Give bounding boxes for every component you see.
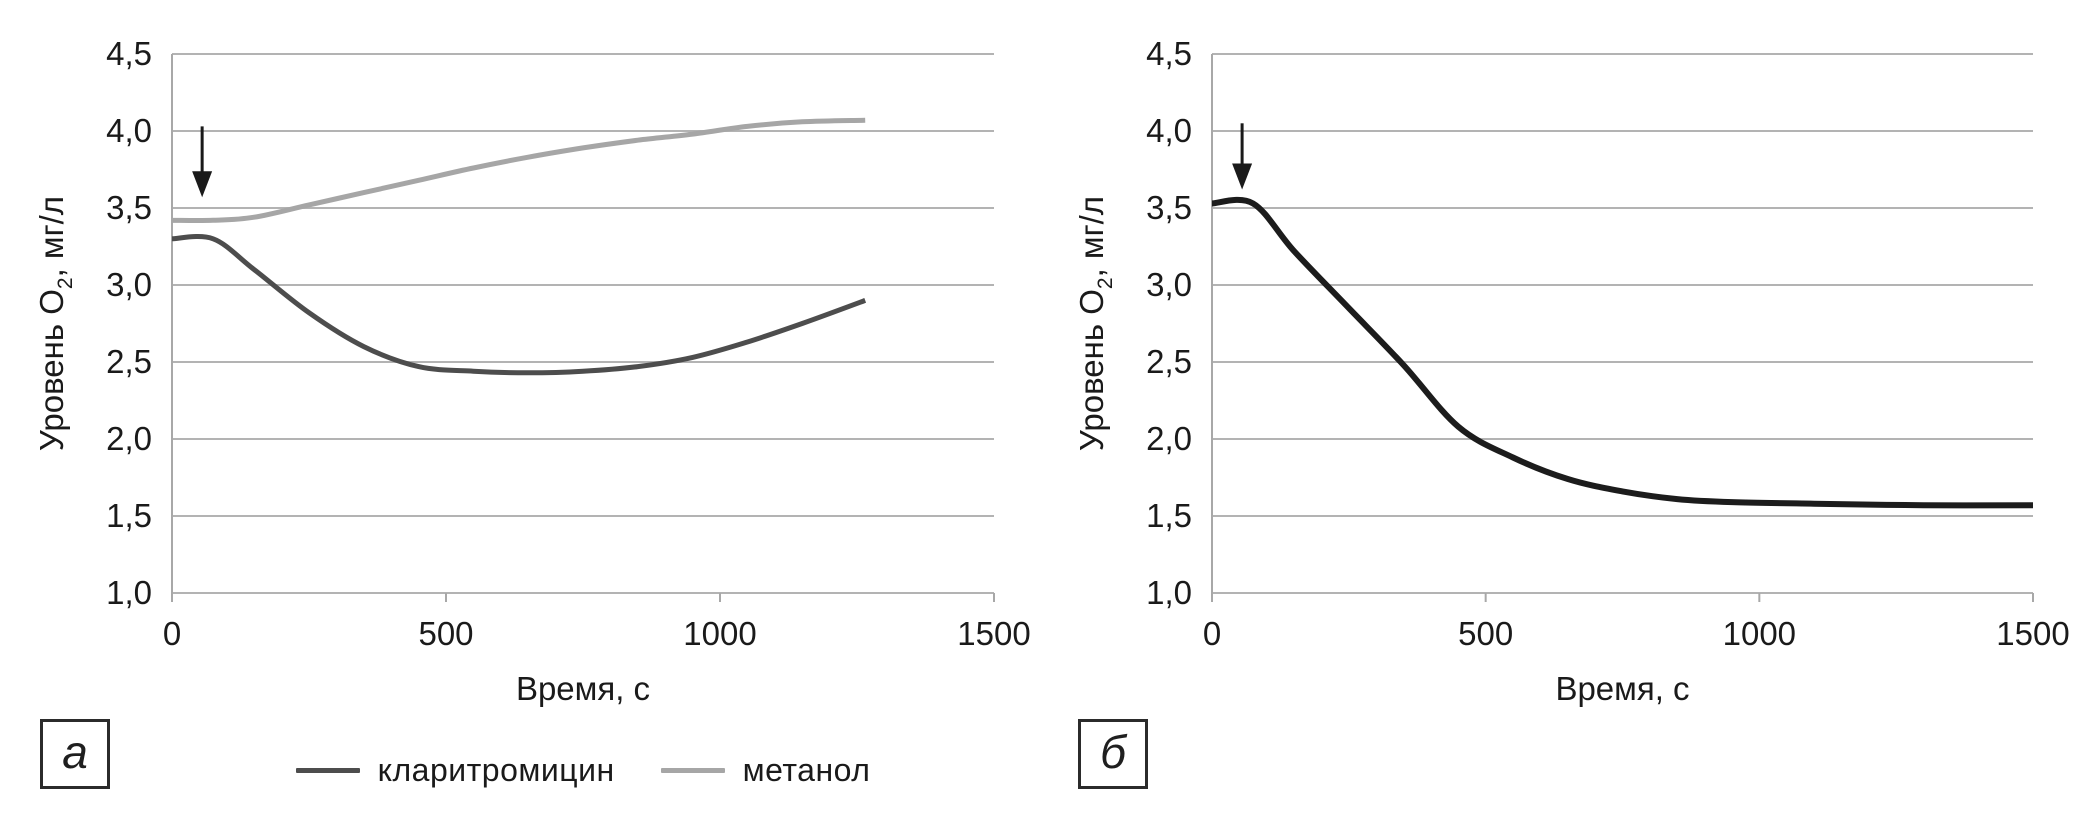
svg-text:2,0: 2,0 — [1146, 420, 1192, 457]
svg-text:1,0: 1,0 — [1146, 574, 1192, 611]
legend: кларитромицин метанол — [172, 748, 994, 792]
clarithromycin-line-swatch — [295, 767, 360, 773]
svg-text:1,5: 1,5 — [106, 497, 152, 534]
legend-item-methanol: метанол — [660, 751, 871, 789]
svg-text:1500: 1500 — [957, 615, 1030, 652]
svg-text:Уровень О2, мг/л: Уровень О2, мг/л — [33, 196, 77, 451]
panel-label-box-b: б — [1078, 719, 1148, 789]
svg-text:3,0: 3,0 — [1146, 266, 1192, 303]
legend-label-clarithromycin: кларитромицин — [377, 751, 615, 788]
svg-text:500: 500 — [1458, 615, 1513, 652]
svg-text:4,5: 4,5 — [1146, 35, 1192, 72]
svg-text:1500: 1500 — [1996, 615, 2069, 652]
legend-item-clarithromycin: кларитромицин — [295, 751, 615, 789]
svg-text:1000: 1000 — [683, 615, 756, 652]
legend-label-methanol: метанол — [742, 751, 871, 788]
methanol-line-swatch — [660, 767, 725, 773]
svg-text:Время, с: Время, с — [1555, 670, 1689, 707]
svg-text:1,0: 1,0 — [106, 574, 152, 611]
svg-text:3,5: 3,5 — [1146, 189, 1192, 226]
svg-text:2,5: 2,5 — [106, 343, 152, 380]
svg-text:4,0: 4,0 — [106, 112, 152, 149]
panel-letter-a: а — [62, 726, 88, 778]
svg-text:3,0: 3,0 — [106, 266, 152, 303]
svg-text:1000: 1000 — [1723, 615, 1796, 652]
panel-letter-b: б — [1100, 726, 1126, 778]
svg-text:1,5: 1,5 — [1146, 497, 1192, 534]
svg-text:2,5: 2,5 — [1146, 343, 1192, 380]
svg-text:4,0: 4,0 — [1146, 112, 1192, 149]
svg-text:3,5: 3,5 — [106, 189, 152, 226]
panel-label-box-a: а — [40, 719, 110, 789]
svg-text:2,0: 2,0 — [106, 420, 152, 457]
svg-text:Время, с: Время, с — [516, 670, 650, 707]
svg-text:4,5: 4,5 — [106, 35, 152, 72]
svg-text:500: 500 — [418, 615, 473, 652]
svg-text:0: 0 — [163, 615, 181, 652]
svg-text:0: 0 — [1203, 615, 1221, 652]
svg-text:Уровень О2, мг/л: Уровень О2, мг/л — [1073, 196, 1117, 451]
